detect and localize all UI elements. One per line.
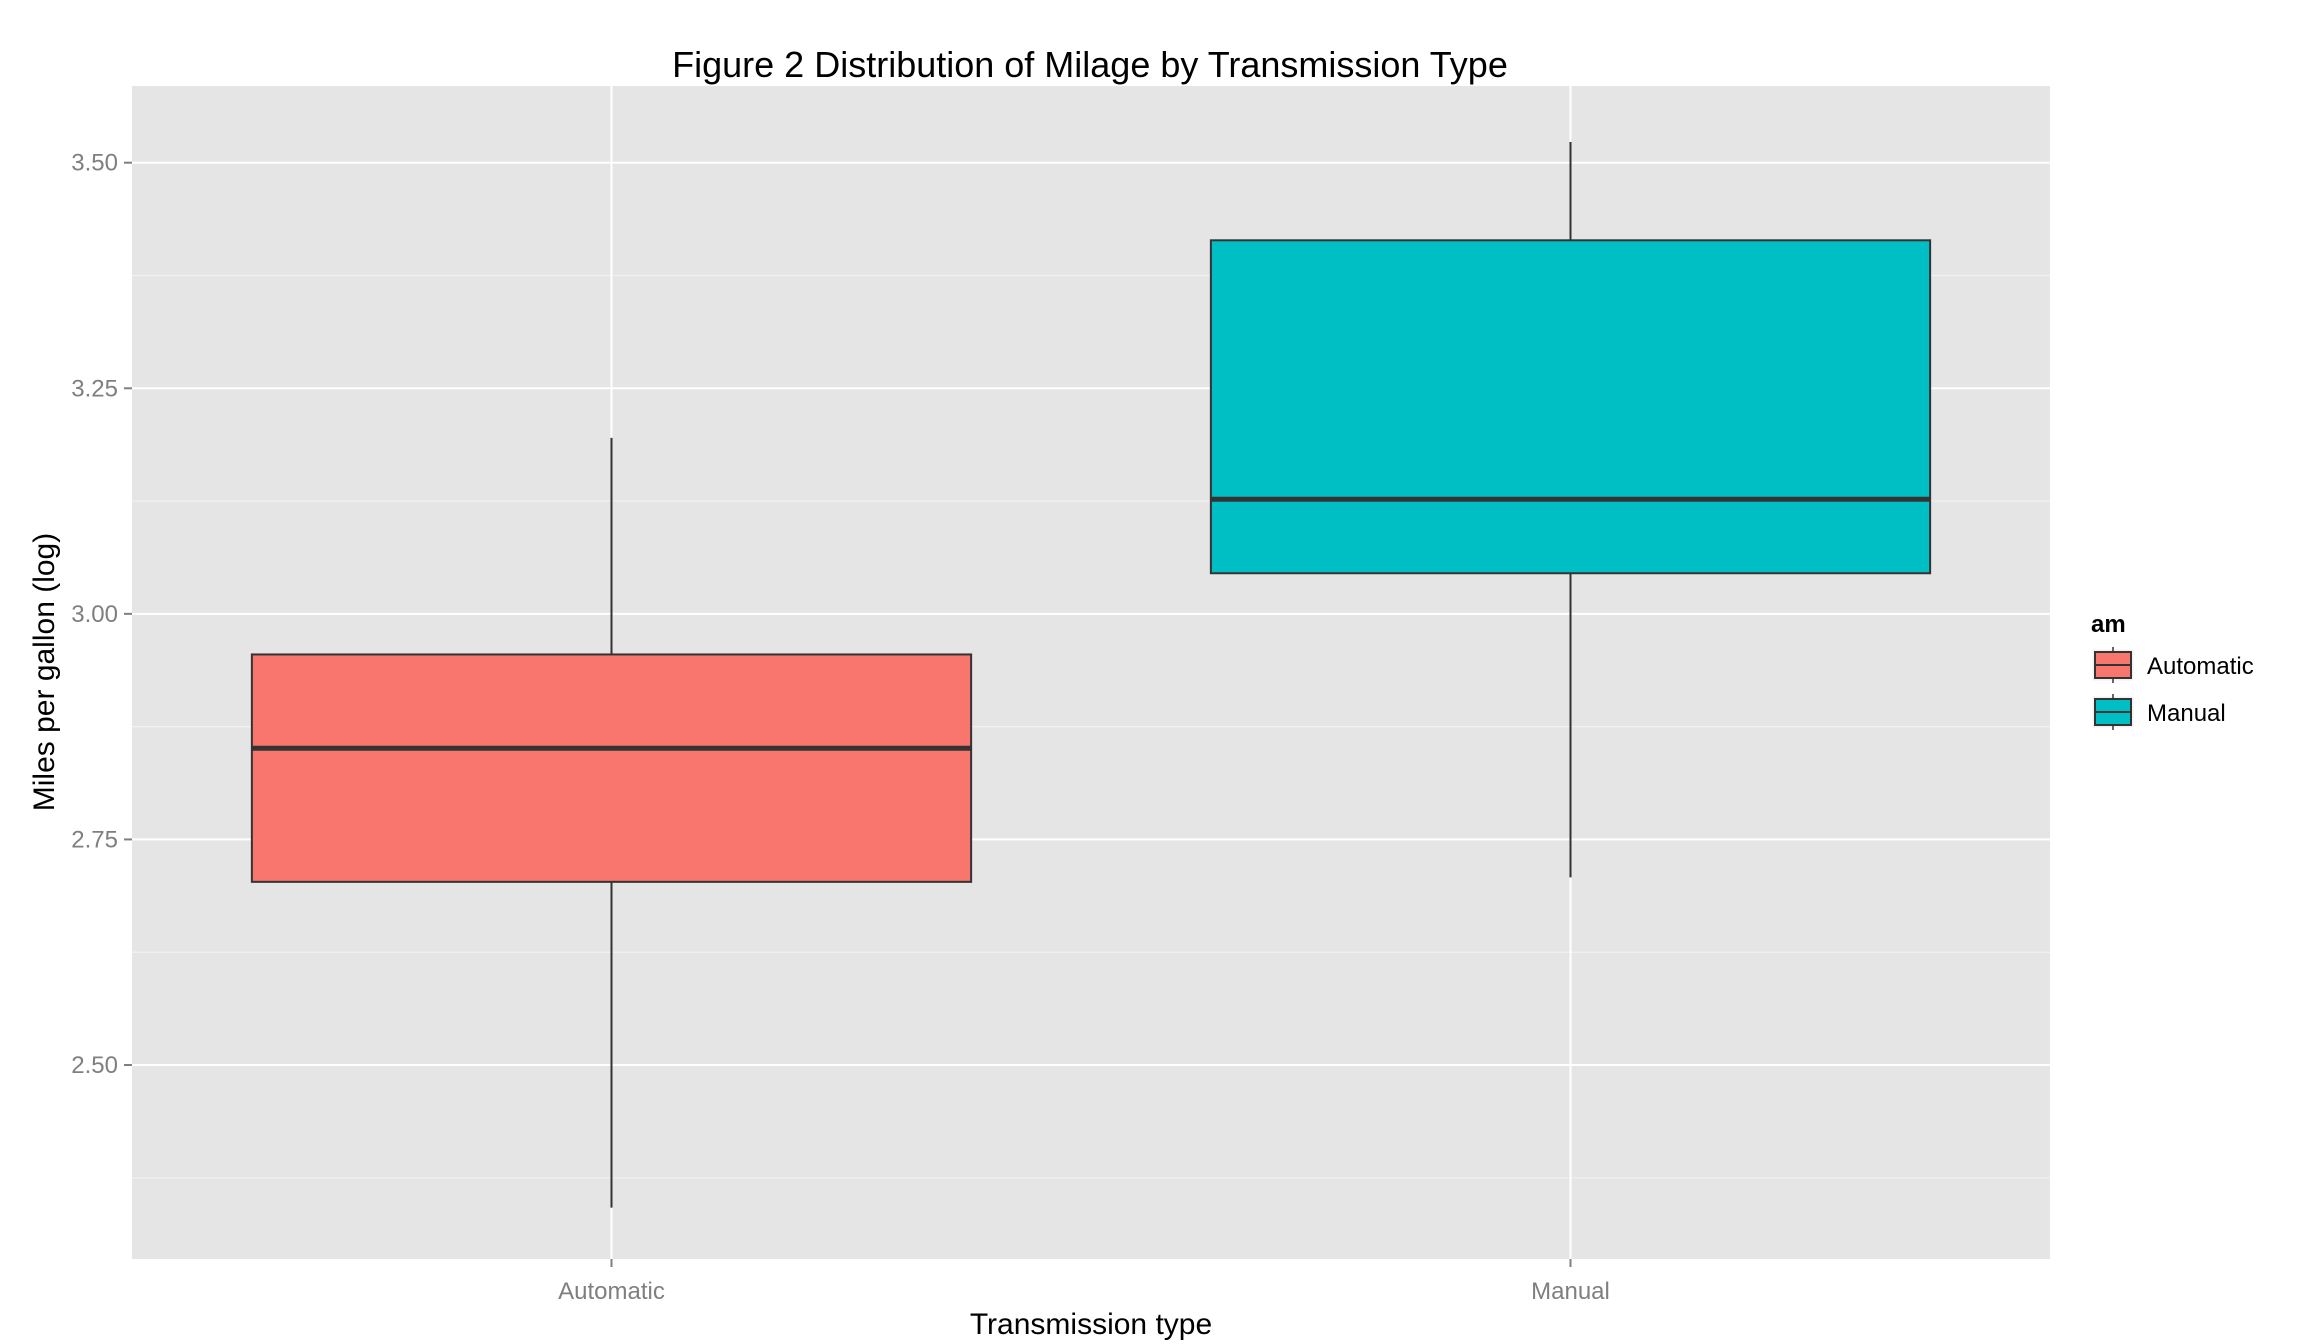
y-axis-ticks: 2.50 2.75 3.00 3.25 3.50 xyxy=(71,150,132,1079)
box-plots xyxy=(250,141,1932,1208)
x-tick-label: Manual xyxy=(1531,1278,1610,1305)
legend-entry: Manual xyxy=(2091,694,2226,730)
y-axis-title: Miles per gallon (log) xyxy=(28,533,61,811)
legend-entries: Automatic Manual xyxy=(2091,647,2254,730)
y-tick-label: 2.50 xyxy=(71,1052,118,1079)
legend-label: Manual xyxy=(2147,700,2226,727)
box-iqr xyxy=(250,653,973,883)
box-automatic xyxy=(250,437,973,1208)
box-iqr xyxy=(1209,239,1932,575)
x-axis-ticks: Automatic Manual xyxy=(558,1259,1610,1305)
y-tick-label: 3.25 xyxy=(71,375,118,402)
legend-label: Automatic xyxy=(2147,653,2254,680)
x-axis-title: Transmission type xyxy=(970,1308,1212,1341)
box-manual xyxy=(1209,141,1932,878)
legend-title: am xyxy=(2091,611,2126,638)
legend-entry: Automatic xyxy=(2091,647,2254,683)
y-tick-label: 3.50 xyxy=(71,150,118,177)
chart-title: Figure 2 Distribution of Milage by Trans… xyxy=(672,44,1508,85)
legend: am Automatic Manual xyxy=(2091,611,2254,730)
y-tick-label: 2.75 xyxy=(71,826,118,853)
x-tick-label: Automatic xyxy=(558,1278,665,1305)
y-tick-label: 3.00 xyxy=(71,601,118,628)
